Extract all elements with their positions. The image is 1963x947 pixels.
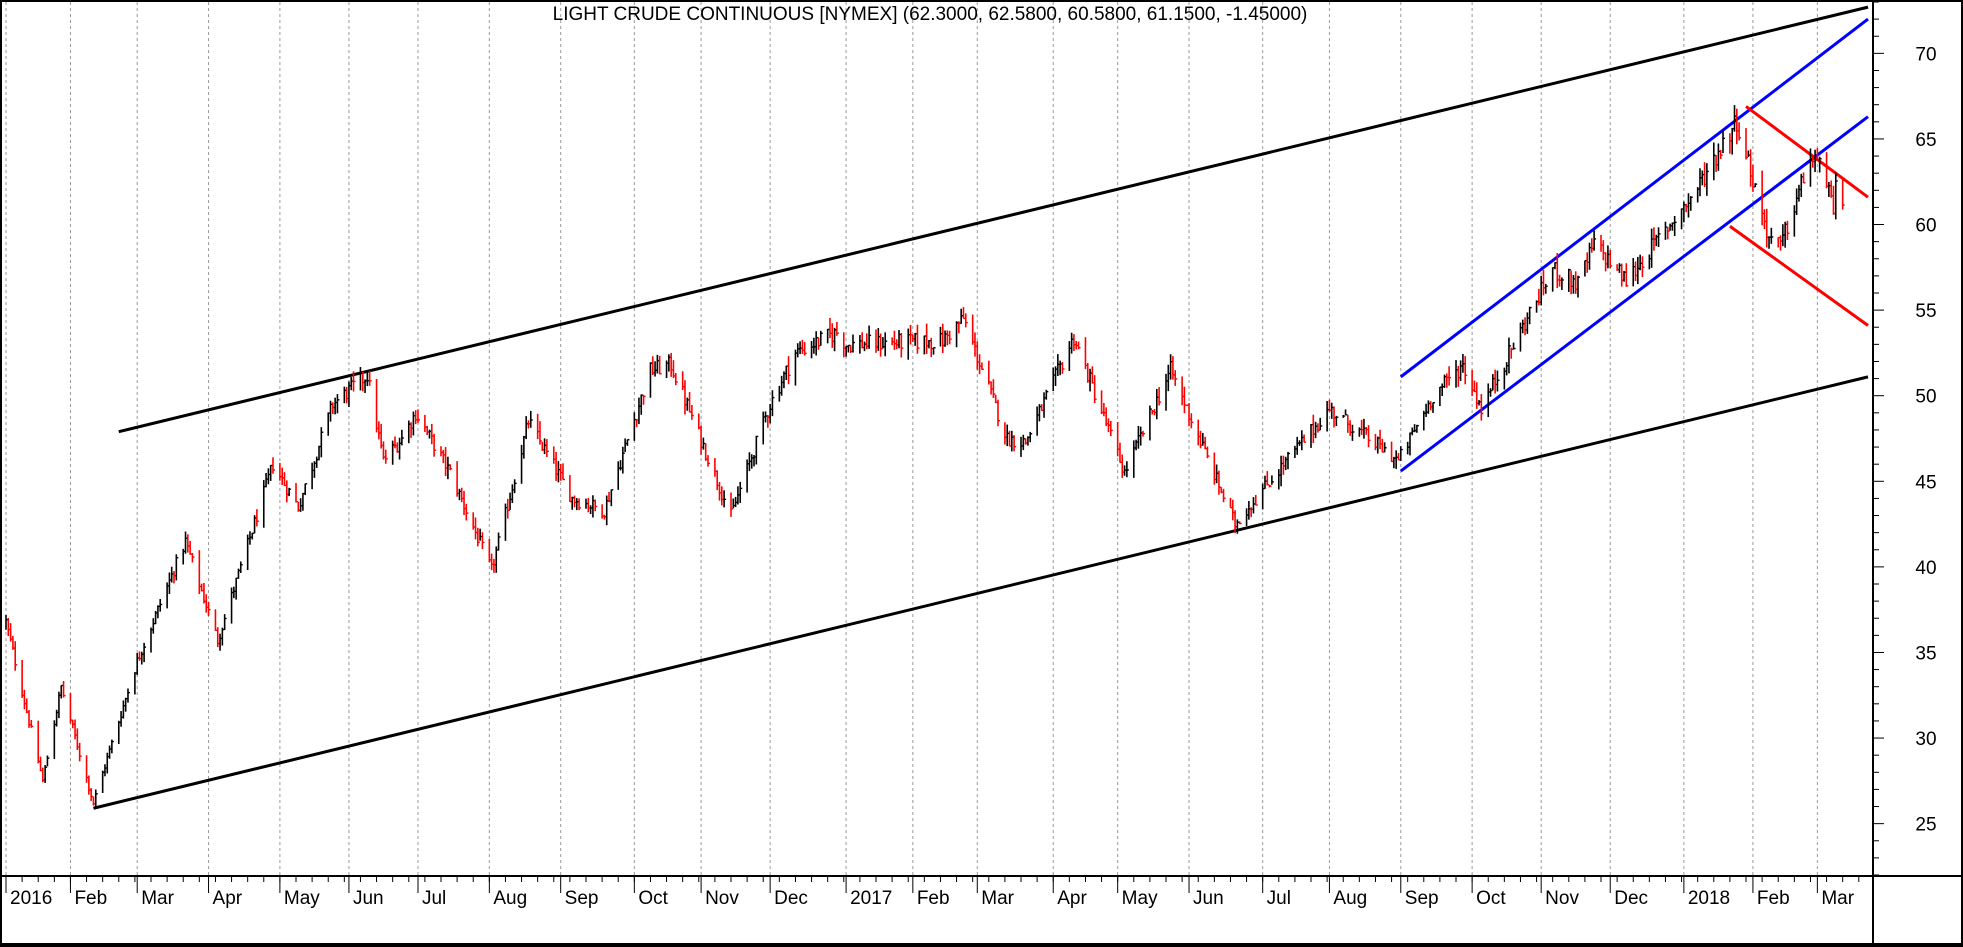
trendlines [93, 5, 1869, 810]
x-axis-panel [2, 877, 1872, 943]
axis-corner [1874, 877, 1961, 943]
x-tick-label: Mar [981, 888, 1014, 909]
x-tick-label: Mar [141, 888, 174, 909]
y-tick-label: 50 [1915, 387, 1936, 408]
x-tick-label: Dec [774, 888, 808, 909]
x-tick-label: Mar [1821, 888, 1854, 909]
x-tick-label: 2016 [10, 888, 52, 909]
x-tick-label: Sep [565, 888, 599, 909]
y-tick-label: 40 [1915, 558, 1936, 579]
y-tick-label: 55 [1915, 301, 1936, 322]
x-tick-label: Feb [917, 888, 950, 909]
x-tick-label: Oct [1476, 888, 1506, 909]
y-tick-label: 25 [1915, 815, 1936, 836]
x-tick-label: Apr [1057, 888, 1087, 909]
x-tick-label: Oct [638, 888, 668, 909]
x-tick-label: Aug [493, 888, 527, 909]
y-axis-panel [1874, 2, 1961, 875]
x-tick-label: Aug [1333, 888, 1367, 909]
x-tick-label: Sep [1405, 888, 1439, 909]
chart-title: LIGHT CRUDE CONTINUOUS [NYMEX] (62.3000,… [553, 4, 1308, 25]
y-tick-label: 65 [1915, 130, 1936, 151]
trendline [1399, 17, 1869, 379]
trendline [1745, 105, 1869, 199]
price-bars [5, 105, 1845, 809]
x-tick-label: May [284, 888, 320, 909]
x-tick-label: Nov [1545, 888, 1579, 909]
y-tick-label: 30 [1915, 729, 1936, 750]
x-tick-label: Jul [422, 888, 446, 909]
x-tick-label: 2017 [850, 888, 892, 909]
x-tick-label: Jun [353, 888, 384, 909]
y-tick-label: 35 [1915, 643, 1936, 664]
x-tick-label: May [1122, 888, 1158, 909]
x-tick-label: Nov [705, 888, 739, 909]
x-tick-label: Feb [74, 888, 107, 909]
plot-area [2, 2, 1872, 875]
x-tick-label: Dec [1614, 888, 1648, 909]
x-tick-label: Jul [1267, 888, 1291, 909]
trendline [1729, 225, 1869, 327]
x-axis: 2016 Feb Mar Apr May Jun Jul Aug Sep Oct Nov Dec 201… [5, 877, 1860, 909]
x-tick-label: 2018 [1688, 888, 1730, 909]
trendline [118, 5, 1869, 434]
x-tick-label: Feb [1757, 888, 1790, 909]
y-tick-label: 45 [1915, 472, 1936, 493]
x-tick-label: Jun [1193, 888, 1224, 909]
trendline [1399, 115, 1869, 473]
y-axis: 25 30 35 40 45 50 55 60 65 70 [1874, 1, 1937, 876]
y-tick-label: 60 [1915, 216, 1936, 237]
x-tick-label: Apr [213, 888, 243, 909]
trendline [93, 375, 1869, 810]
y-tick-label: 70 [1915, 44, 1936, 65]
grid-lines [5, 2, 1818, 875]
